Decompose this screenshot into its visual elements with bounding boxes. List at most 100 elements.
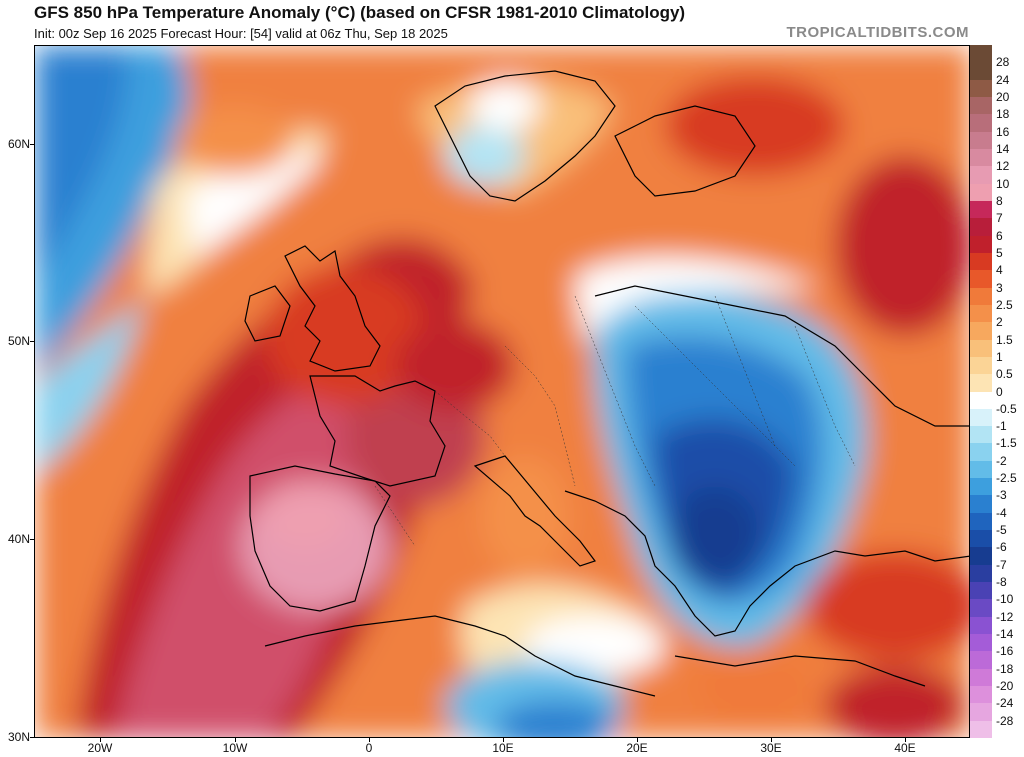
coastlines [244,70,969,697]
colorbar-label: 3 [996,280,1003,295]
colorbar-segment [970,651,992,670]
colorbar-segment [970,391,992,410]
colorbar [970,45,992,739]
colorbar-segment [970,287,992,306]
colorbar-segment [970,235,992,254]
colorbar-label: -8 [996,575,1007,590]
colorbar-label: -5 [996,523,1007,538]
borders [374,295,856,547]
colorbar-label: -6 [996,540,1007,555]
lon-tick [100,738,101,742]
colorbar-segment [970,131,992,150]
colorbar-label: -14 [996,627,1014,642]
colorbar-label: -3 [996,488,1007,503]
lat-tick [30,539,34,540]
colorbar-label: 6 [996,228,1003,243]
colorbar-label: -16 [996,644,1014,659]
colorbar-segment [970,530,992,548]
colorbar-segment [970,634,992,652]
colorbar-label: 18 [996,107,1010,122]
colorbar-label: -2 [996,453,1007,468]
colorbar-segment [970,478,992,496]
colorbar-label: 7 [996,211,1003,226]
colorbar-segment [970,148,992,167]
colorbar-label: 1.5 [996,332,1013,347]
colorbar-label: 14 [996,141,1010,156]
lon-tick [905,738,906,742]
colorbar-segment [970,45,992,63]
colorbar-segment [970,720,992,739]
colorbar-segment [970,322,992,340]
colorbar-segment [970,686,992,704]
colorbar-segment [970,443,992,462]
map-canvas [35,46,969,737]
colorbar-label: -12 [996,609,1014,624]
colorbar-segment [970,62,992,81]
colorbar-label: 24 [996,72,1010,87]
colorbar-segment [970,512,992,531]
colorbar-segment [970,582,992,600]
colorbar-segment [970,495,992,514]
colorbar-segment [970,547,992,566]
colorbar-label: -7 [996,557,1007,572]
temperature-anomaly-map [34,45,970,738]
lat-label-60n: 60N [7,137,30,151]
lon-tick [235,738,236,742]
colorbar-segment [970,218,992,237]
lat-label-40n: 40N [7,532,30,546]
lon-tick [771,738,772,742]
colorbar-segment [970,304,992,323]
lat-tick [30,737,34,738]
colorbar-segment [970,339,992,358]
colorbar-segment [970,426,992,444]
lon-label-10w: 10W [222,741,248,755]
lon-label-0: 0 [365,741,373,755]
map-subtitle: Init: 00z Sep 16 2025 Forecast Hour: [54… [34,26,448,41]
colorbar-segment [970,599,992,618]
colorbar-segment [970,408,992,427]
colorbar-segment [970,616,992,635]
colorbar-label: -1 [996,419,1007,434]
lon-label-20w: 20W [87,741,113,755]
lat-tick [30,341,34,342]
colorbar-label: 10 [996,176,1010,191]
colorbar-label: 1 [996,349,1003,364]
lon-tick [369,738,370,742]
colorbar-label: 2.5 [996,297,1013,312]
colorbar-segment [970,252,992,271]
colorbar-label: -10 [996,592,1014,607]
lat-tick [30,144,34,145]
lon-tick [503,738,504,742]
lon-tick [637,738,638,742]
colorbar-segment [970,183,992,202]
colorbar-label: 8 [996,193,1003,208]
lat-label-30n: 30N [7,730,30,744]
colorbar-segment [970,374,992,392]
colorbar-segment [970,114,992,133]
colorbar-label: -4 [996,505,1007,520]
colorbar-segment [970,564,992,583]
colorbar-label: -0.5 [996,401,1017,416]
colorbar-label: 12 [996,159,1010,174]
colorbar-segment [970,270,992,289]
colorbar-segment [970,668,992,687]
lon-label-30e: 30E [760,741,782,755]
colorbar-segment [970,96,992,115]
colorbar-segment [970,200,992,219]
site-credit: TROPICALTIDBITS.COM [786,24,969,41]
colorbar-segment [970,356,992,375]
lon-label-40e: 40E [894,741,916,755]
colorbar-label: -18 [996,661,1014,676]
colorbar-label: 0 [996,384,1003,399]
colorbar-segment [970,703,992,722]
colorbar-label: -2.5 [996,471,1017,486]
lat-label-50n: 50N [7,334,30,348]
colorbar-label: 28 [996,55,1010,70]
colorbar-segment [970,460,992,479]
lon-label-20e: 20E [626,741,648,755]
colorbar-label: -20 [996,679,1014,694]
anomaly-field [35,46,969,737]
lon-label-10e: 10E [492,741,514,755]
colorbar-label: 16 [996,124,1010,139]
colorbar-label: -1.5 [996,436,1017,451]
